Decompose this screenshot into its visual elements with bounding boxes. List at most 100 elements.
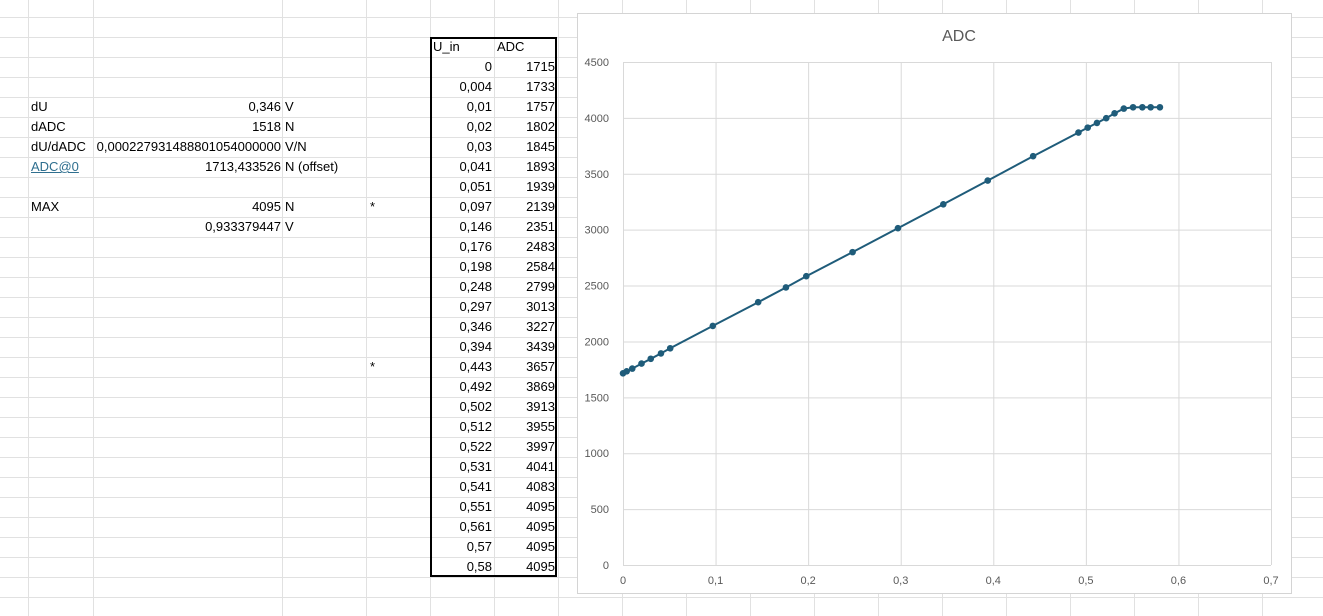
table-cell-adc[interactable]: 3227 — [526, 319, 555, 334]
data-point[interactable] — [802, 272, 810, 280]
table-cell-u-in[interactable]: 0,541 — [459, 479, 492, 494]
table-cell-adc[interactable]: 4095 — [526, 499, 555, 514]
table-cell-adc[interactable]: 1939 — [526, 179, 555, 194]
table-cell-adc[interactable]: 3913 — [526, 399, 555, 414]
data-point[interactable] — [1029, 152, 1037, 160]
table-cell-adc[interactable]: 2139 — [526, 199, 555, 214]
table-cell-adc[interactable]: 4083 — [526, 479, 555, 494]
du-dadc-unit[interactable]: V/N — [285, 139, 307, 154]
data-point[interactable] — [1156, 103, 1164, 111]
table-cell-adc[interactable]: 4095 — [526, 519, 555, 534]
table-cell-u-in[interactable]: 0,551 — [459, 499, 492, 514]
table-cell-adc[interactable]: 3657 — [526, 359, 555, 374]
table-header-u-in[interactable]: U_in — [433, 39, 460, 54]
table-cell-adc[interactable]: 3997 — [526, 439, 555, 454]
table-cell-adc[interactable]: 1802 — [526, 119, 555, 134]
table-cell-adc[interactable]: 4095 — [526, 539, 555, 554]
data-point[interactable] — [638, 360, 645, 367]
data-point[interactable] — [1111, 110, 1118, 117]
table-cell-u-in[interactable]: 0,531 — [459, 459, 492, 474]
max-label[interactable]: MAX — [31, 199, 60, 214]
table-cell-adc[interactable]: 2584 — [526, 259, 555, 274]
table-cell-adc[interactable]: 1757 — [526, 99, 555, 114]
max-unit[interactable]: N — [285, 199, 295, 214]
asterisk-marker[interactable]: * — [370, 199, 376, 214]
table-cell-u-in[interactable]: 0,512 — [459, 419, 492, 434]
table-cell-adc[interactable]: 1715 — [526, 59, 555, 74]
data-point[interactable] — [1075, 129, 1082, 136]
y-tick-label: 3000 — [585, 225, 609, 237]
table-cell-u-in[interactable]: 0,561 — [459, 519, 492, 534]
table-cell-adc[interactable]: 1893 — [526, 159, 555, 174]
table-cell-adc[interactable]: 3869 — [526, 379, 555, 394]
table-cell-u-in[interactable]: 0,051 — [459, 179, 492, 194]
table-cell-adc[interactable]: 1733 — [526, 79, 555, 94]
du-dadc-label[interactable]: dU/dADC — [31, 139, 86, 154]
table-cell-adc[interactable]: 3955 — [526, 419, 555, 434]
max-value[interactable]: 4095 — [252, 199, 281, 214]
data-point[interactable] — [894, 224, 902, 232]
table-cell-adc[interactable]: 1845 — [526, 139, 555, 154]
data-point[interactable] — [1093, 119, 1101, 127]
adc-chart[interactable]: ADC 0 0,1 0,2 0,3 0,4 0,5 0,6 0,7 0 500 1000 1500 200… — [577, 13, 1292, 594]
data-point[interactable] — [1147, 103, 1154, 111]
max-voltage-value[interactable]: 0,933379447 — [205, 219, 281, 234]
data-point[interactable] — [939, 200, 947, 208]
data-point[interactable] — [782, 284, 790, 291]
table-cell-u-in[interactable]: 0,297 — [459, 299, 492, 314]
table-cell-adc[interactable]: 4095 — [526, 559, 555, 574]
max-voltage-unit[interactable]: V — [285, 219, 294, 234]
asterisk-marker[interactable]: * — [370, 359, 376, 374]
table-cell-u-in[interactable]: 0,01 — [466, 99, 492, 114]
du-unit[interactable]: V — [285, 99, 294, 114]
table-cell-u-in[interactable]: 0,522 — [459, 439, 492, 454]
table-cell-u-in[interactable]: 0,248 — [459, 279, 492, 294]
table-cell-u-in[interactable]: 0 — [484, 59, 492, 74]
data-point[interactable] — [628, 365, 636, 372]
data-point[interactable] — [1120, 105, 1128, 112]
table-cell-u-in[interactable]: 0,03 — [466, 139, 492, 154]
table-cell-u-in[interactable]: 0,443 — [459, 359, 492, 374]
data-point[interactable] — [849, 248, 856, 256]
dadc-unit[interactable]: N — [285, 119, 295, 134]
table-cell-adc[interactable]: 2483 — [526, 239, 555, 254]
data-point[interactable] — [657, 350, 665, 357]
table-cell-adc[interactable]: 3439 — [526, 339, 555, 354]
table-cell-adc[interactable]: 2799 — [526, 279, 555, 294]
data-point[interactable] — [1084, 124, 1092, 131]
du-value[interactable]: 0,346 — [248, 99, 281, 114]
adc-offset-link[interactable]: ADC@0 — [31, 159, 79, 174]
du-label[interactable]: dU — [31, 99, 48, 114]
data-point[interactable] — [647, 355, 655, 363]
table-cell-u-in[interactable]: 0,58 — [466, 559, 492, 574]
data-point[interactable] — [1129, 103, 1137, 111]
data-point[interactable] — [1102, 114, 1110, 122]
data-point[interactable] — [666, 344, 674, 352]
table-cell-u-in[interactable]: 0,346 — [459, 319, 492, 334]
table-cell-u-in[interactable]: 0,02 — [466, 119, 492, 134]
adc-offset-value[interactable]: 1713,433526 — [205, 159, 281, 174]
adc-offset-unit[interactable]: N (offset) — [285, 159, 339, 174]
dadc-value[interactable]: 1518 — [252, 119, 281, 134]
data-point[interactable] — [984, 177, 992, 184]
table-cell-adc[interactable]: 2351 — [526, 219, 555, 234]
table-cell-u-in[interactable]: 0,146 — [459, 219, 492, 234]
table-cell-u-in[interactable]: 0,57 — [466, 539, 492, 554]
table-cell-u-in[interactable]: 0,394 — [459, 339, 492, 354]
table-cell-u-in[interactable]: 0,097 — [459, 199, 492, 214]
dadc-label[interactable]: dADC — [31, 119, 66, 134]
table-cell-u-in[interactable]: 0,502 — [459, 399, 492, 414]
table-cell-u-in[interactable]: 0,492 — [459, 379, 492, 394]
du-dadc-value[interactable]: 0,000227931488801054000000 — [96, 139, 281, 154]
table-cell-adc[interactable]: 3013 — [526, 299, 555, 314]
table-cell-u-in[interactable]: 0,041 — [459, 159, 492, 174]
data-point[interactable] — [623, 367, 631, 375]
table-header-adc[interactable]: ADC — [497, 39, 525, 54]
data-point[interactable] — [1139, 103, 1146, 111]
table-cell-adc[interactable]: 4041 — [526, 459, 555, 474]
table-cell-u-in[interactable]: 0,004 — [459, 79, 492, 94]
data-point[interactable] — [754, 298, 762, 306]
table-cell-u-in[interactable]: 0,198 — [459, 259, 492, 274]
table-cell-u-in[interactable]: 0,176 — [459, 239, 492, 254]
data-point[interactable] — [709, 322, 717, 330]
